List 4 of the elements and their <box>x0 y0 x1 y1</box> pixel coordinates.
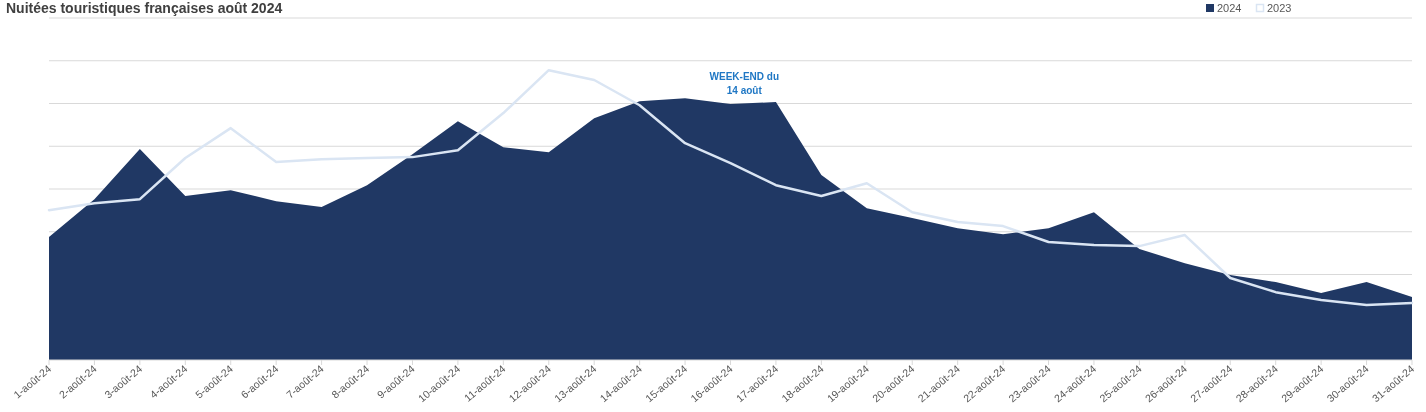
chart-title: Nuitées touristiques françaises août 2024 <box>6 0 283 16</box>
legend-label: 2023 <box>1267 2 1292 14</box>
legend-label: 2024 <box>1217 2 1242 14</box>
annotation: WEEK-END du 14 août <box>709 71 780 96</box>
